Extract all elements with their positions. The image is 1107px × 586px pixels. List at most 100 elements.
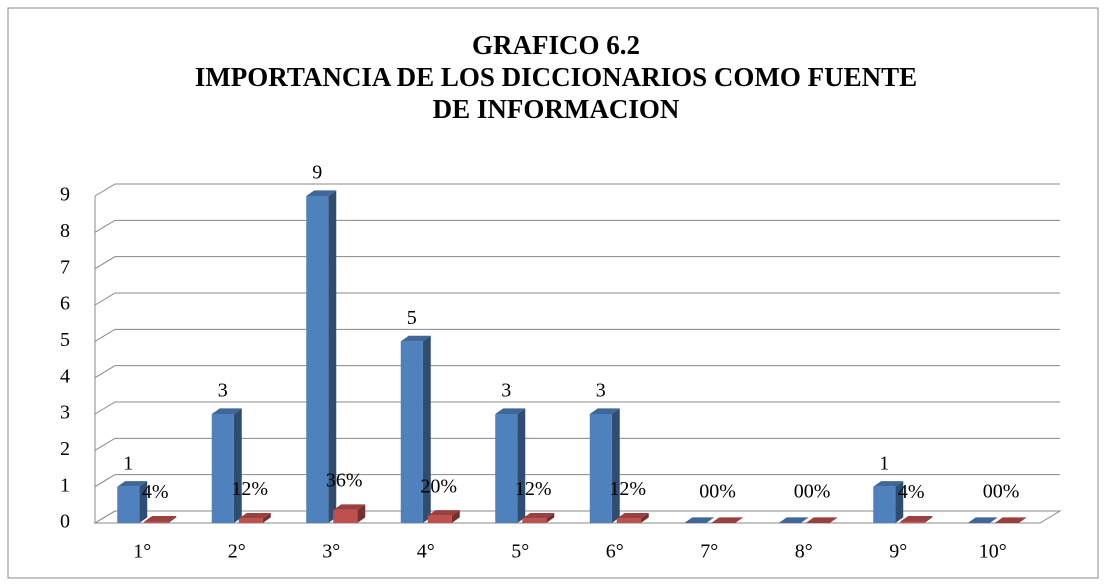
bar-face — [427, 510, 460, 516]
bar-face — [427, 515, 452, 523]
bar-face — [711, 517, 744, 523]
bar — [427, 510, 460, 523]
bar — [900, 515, 933, 523]
bar-face — [778, 517, 809, 523]
bar-face — [139, 481, 148, 523]
bar — [967, 517, 998, 523]
bar-face — [168, 515, 177, 523]
bar-face — [994, 517, 1027, 523]
data-label: 36% — [326, 470, 363, 492]
bar — [306, 190, 337, 523]
bar-face — [900, 515, 933, 522]
bar-face — [233, 408, 242, 523]
grid-line — [94, 437, 1060, 451]
bar — [711, 517, 744, 523]
bar — [144, 515, 177, 523]
x-tick-label: 1° — [133, 541, 151, 563]
bar-face — [495, 414, 518, 523]
y-tick-label: 2 — [60, 438, 70, 460]
bar-face — [144, 515, 177, 522]
grid-line — [94, 365, 1060, 379]
x-tick-label: 5° — [511, 541, 529, 563]
bar-face — [306, 196, 329, 523]
bar-face — [328, 190, 337, 523]
bar-face — [333, 504, 366, 510]
y-tick-label: 4 — [60, 365, 70, 387]
bar — [778, 517, 809, 523]
bar — [589, 408, 620, 523]
data-label: 20% — [420, 475, 457, 497]
x-tick-label: 2° — [228, 541, 246, 563]
bar-face — [495, 408, 526, 414]
data-label: 1 — [123, 452, 133, 474]
bar-face — [640, 513, 649, 523]
bar-face — [805, 517, 838, 523]
bar-face — [117, 486, 140, 523]
bar — [522, 513, 555, 523]
grid-line — [94, 474, 1060, 488]
bar — [495, 408, 526, 523]
bar-face — [616, 518, 641, 523]
bar-face — [422, 335, 431, 523]
bar-face — [211, 414, 234, 523]
bar-face — [400, 341, 423, 523]
bar — [805, 517, 838, 523]
bar-face — [967, 517, 998, 523]
x-tick-label: 6° — [606, 541, 624, 563]
bar-face — [144, 521, 169, 523]
bar-face — [238, 513, 271, 519]
y-tick-label: 1 — [60, 474, 70, 496]
data-label: 4% — [142, 481, 169, 503]
y-tick-label: 7 — [60, 256, 70, 278]
bar — [333, 504, 366, 523]
grid-line — [94, 183, 1060, 197]
data-label: 3 — [218, 380, 228, 402]
bar-face — [262, 513, 271, 523]
chart-title: DE INFORMACION — [433, 94, 680, 124]
data-label: 3 — [501, 380, 511, 402]
bar-face — [522, 518, 547, 523]
data-label: 0% — [804, 481, 831, 503]
x-tick-label: 7° — [700, 541, 718, 563]
bar-face — [400, 335, 431, 342]
y-tick-label: 6 — [60, 293, 70, 315]
grid-line — [94, 292, 1060, 306]
y-tick-label: 5 — [60, 329, 70, 351]
y-tick-label: 9 — [60, 184, 70, 206]
bar-face — [333, 509, 358, 523]
x-tick-label: 4° — [417, 541, 435, 563]
bar-face — [306, 190, 337, 196]
bar-face — [873, 486, 896, 523]
chart-title: IMPORTANCIA DE LOS DICCIONARIOS COMO FUE… — [195, 62, 917, 92]
bar-face — [522, 513, 555, 519]
bar — [211, 408, 242, 523]
bar-face — [546, 513, 555, 523]
bar-face — [357, 504, 366, 523]
bar-face — [611, 408, 620, 523]
data-label: 1 — [879, 452, 889, 474]
data-label: 0% — [709, 481, 736, 503]
bar-face — [684, 517, 715, 523]
x-tick-label: 8° — [795, 541, 813, 563]
bar-face — [117, 481, 148, 487]
bar-face — [238, 518, 263, 523]
grid-line — [94, 219, 1060, 233]
bar — [616, 513, 649, 523]
y-tick-label: 8 — [60, 220, 70, 242]
bar-face — [616, 513, 649, 519]
bar — [873, 481, 904, 523]
chart-title: GRAFICO 6.2 — [472, 30, 640, 60]
bar — [117, 481, 148, 523]
data-label: 12% — [231, 478, 268, 500]
bar — [238, 513, 271, 523]
bar-face — [895, 481, 904, 523]
bar-face — [451, 510, 460, 523]
data-label: 4% — [898, 481, 925, 503]
data-label: 5 — [407, 307, 417, 329]
y-tick-label: 0 — [60, 511, 70, 533]
data-label: 9 — [312, 162, 322, 184]
bar-face — [589, 408, 620, 414]
bar-face — [873, 481, 904, 487]
data-label: 12% — [609, 478, 646, 500]
